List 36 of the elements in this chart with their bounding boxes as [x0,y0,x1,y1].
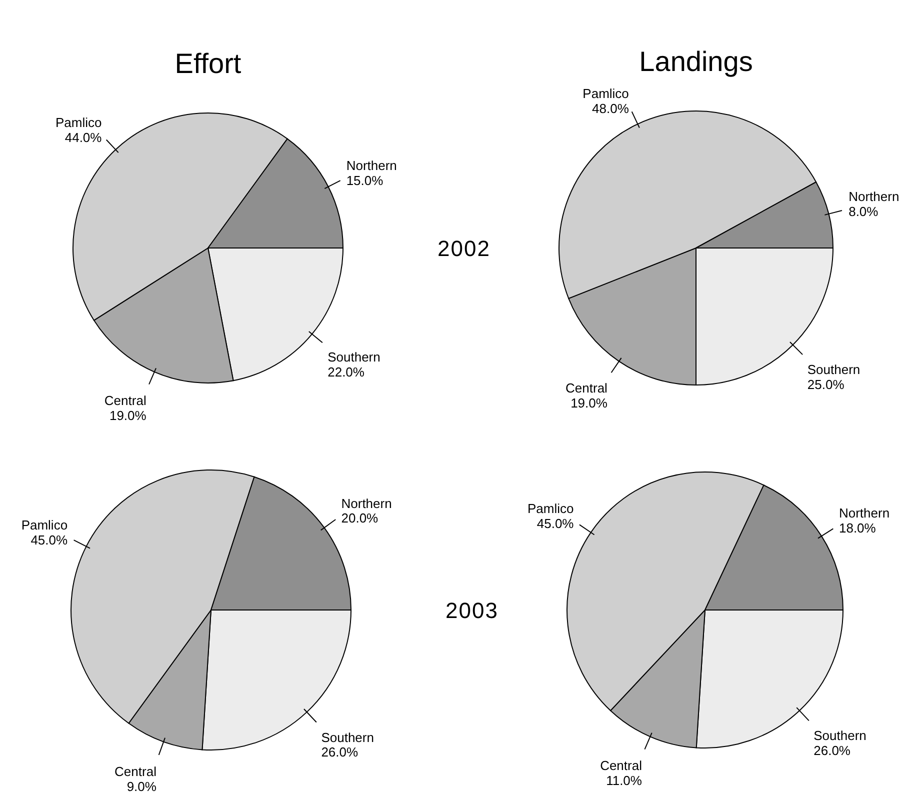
slice-label: Central [600,758,642,774]
slice-label: Central [104,392,146,408]
data-label: 48.0% [592,100,630,116]
data-label: 8.0% [848,204,879,220]
data-label: 26.0% [814,743,851,758]
text: 2003 [446,598,498,623]
slice-label: Pamlico [527,501,574,516]
data-label: 45.0% [30,532,68,548]
slice-label: Northern [848,189,900,204]
data-label: 20.0% [341,510,379,526]
data-label: 19.0% [109,408,147,423]
data-label: 15.0% [346,172,384,188]
chart-title: Effort [174,48,242,79]
slice-label: Pamlico [21,517,68,532]
data-label: 25.0% [807,376,845,392]
data-label: 19.0% [570,396,608,411]
slice-label: Central [566,380,608,396]
data-label: 9.0% [126,778,157,794]
slice-label: Southern [807,362,860,377]
slice-label: Southern [321,730,374,745]
text: 2002 [438,236,490,261]
data-label: 18.0% [838,520,876,536]
data-label: 26.0% [321,744,359,760]
slice-label: Southern [814,728,866,744]
slice-label: Pamlico [55,115,102,130]
slice-label: Pamlico [582,86,629,101]
chart-title: Landings [639,46,753,77]
slice-label: Northern [838,505,890,520]
data-label: 22.0% [328,364,365,380]
data-label: 45.0% [536,516,574,532]
slice-label: Northern [346,158,397,173]
data-label: 11.0% [606,773,642,788]
slice-label: Northern [341,496,392,511]
slice-label: Southern [328,349,380,364]
slice-label: Central [114,764,157,779]
data-label: 44.0% [64,130,102,146]
